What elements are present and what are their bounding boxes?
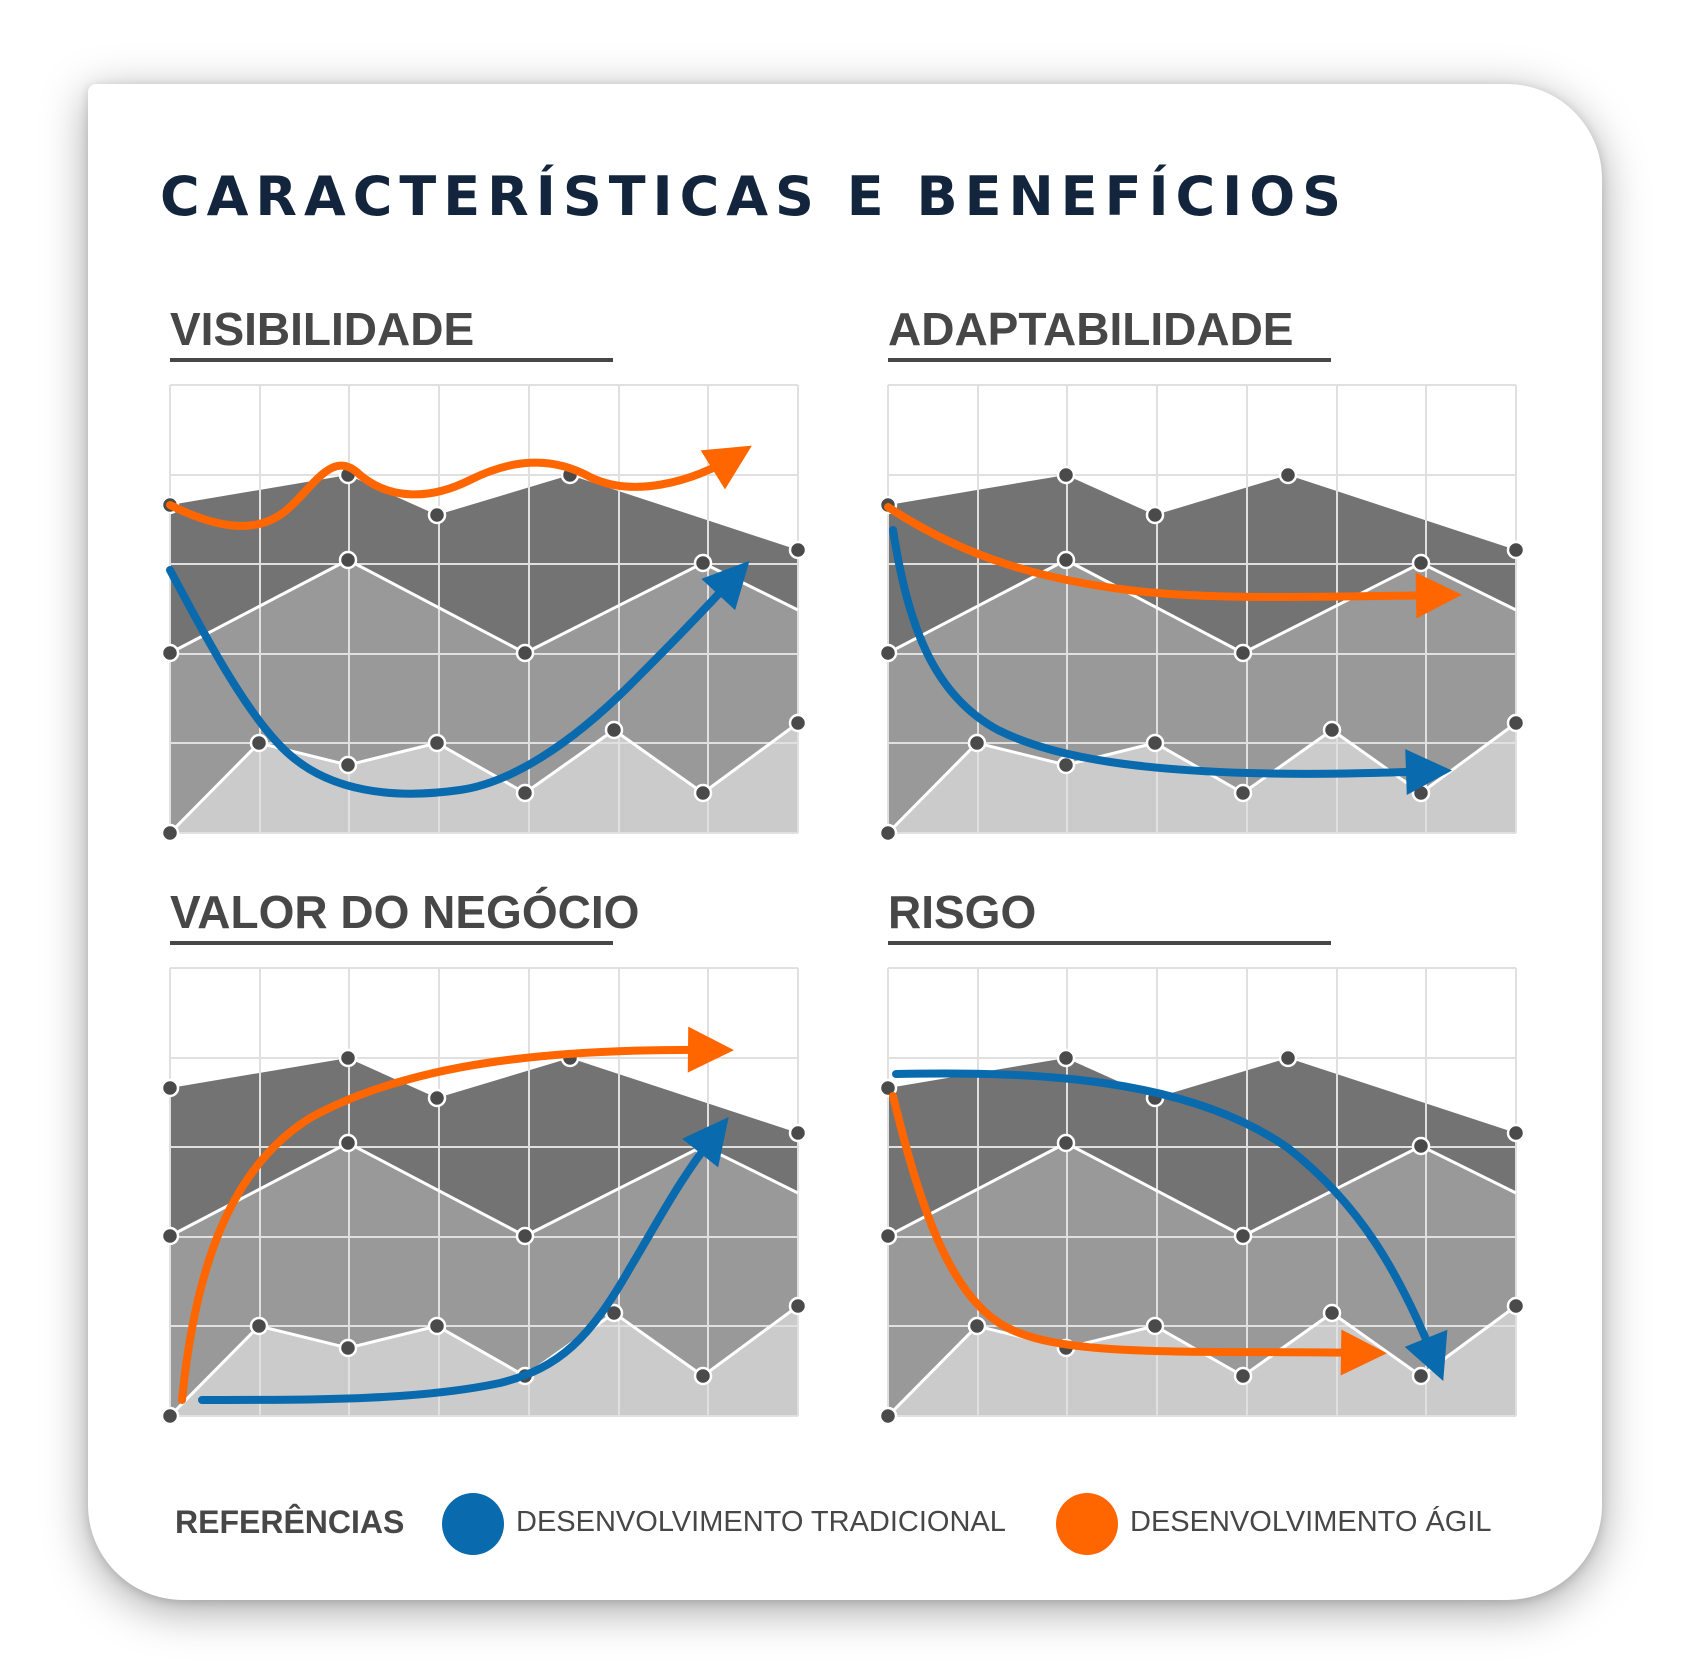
data-node [160, 1078, 180, 1098]
legend-traditional-label: DESENVOLVIMENTO TRADICIONAL [516, 1506, 1006, 1538]
data-node [427, 1316, 447, 1336]
traditional-arrowhead [682, 1117, 729, 1168]
agile-arrowhead [700, 445, 752, 490]
legend-agile-label: DESENVOLVIMENTO ÁGIL [1130, 1506, 1492, 1538]
data-node [1056, 1048, 1076, 1068]
traditional-curve [198, 1124, 724, 1404]
legend-label: REFERÊNCIAS [175, 1504, 405, 1540]
data-node [878, 643, 898, 663]
traditional-curve [889, 526, 1442, 778]
traditional-arrowhead [701, 560, 750, 611]
legend-agile-swatch [1056, 1493, 1118, 1555]
data-node [338, 755, 358, 775]
data-node [1278, 465, 1298, 485]
data-node [1233, 783, 1253, 803]
data-node [1233, 1226, 1253, 1246]
legend-traditional-swatch [442, 1493, 504, 1555]
data-node [878, 823, 898, 843]
panel-title-risgo: RISGO [888, 886, 1037, 938]
data-node [878, 1226, 898, 1246]
agile-arrowhead [687, 1026, 734, 1073]
chart-visibilidade [160, 384, 808, 843]
data-node [1411, 1136, 1431, 1156]
data-node [788, 1123, 808, 1143]
data-node [1056, 465, 1076, 485]
data-node [1056, 1133, 1076, 1153]
agile-arrowhead [1340, 1329, 1387, 1376]
data-node [1233, 643, 1253, 663]
panel-title-valor-do-negocio: VALOR DO NEGÓCIO [170, 886, 640, 938]
data-node [338, 1338, 358, 1358]
data-node [1278, 1048, 1298, 1068]
agile-curve [889, 1092, 1377, 1357]
data-node [338, 1048, 358, 1068]
data-node [160, 823, 180, 843]
data-node [1056, 755, 1076, 775]
data-node [515, 643, 535, 663]
data-node [249, 1316, 269, 1336]
data-node [1411, 1366, 1431, 1386]
data-node [160, 1406, 180, 1426]
data-node [427, 505, 447, 525]
data-node [693, 553, 713, 573]
data-node [160, 1226, 180, 1246]
data-node [1506, 1296, 1526, 1316]
data-node [427, 733, 447, 753]
data-node [1506, 540, 1526, 560]
data-node [693, 783, 713, 803]
data-node [788, 540, 808, 560]
background-area-chart [160, 967, 808, 1426]
agile-curve [166, 449, 744, 530]
data-node [1322, 1303, 1342, 1323]
panel-title-adaptabilidade: ADAPTABILIDADE [888, 303, 1294, 355]
chart-adaptabilidade [878, 384, 1526, 843]
panel-title-rule [170, 941, 613, 945]
panel-title-visibilidade: VISIBILIDADE [170, 303, 475, 355]
chart-valor-do-negocio [160, 967, 808, 1426]
chart-risgo [878, 967, 1526, 1426]
data-node [788, 713, 808, 733]
traditional-curve [166, 566, 744, 798]
data-node [1506, 1123, 1526, 1143]
data-node [967, 733, 987, 753]
data-node [1145, 1316, 1165, 1336]
data-node [693, 1366, 713, 1386]
data-node [788, 1296, 808, 1316]
traditional-arrowhead [1404, 1329, 1448, 1381]
data-node [967, 1316, 987, 1336]
data-node [1145, 733, 1165, 753]
background-area-chart [878, 384, 1526, 843]
agile-arrowhead [1415, 572, 1462, 619]
data-node [1322, 720, 1342, 740]
panel-title-rule [170, 358, 613, 362]
area-boundary [168, 721, 799, 835]
data-node [160, 643, 180, 663]
data-node [1145, 505, 1165, 525]
traditional-curve [892, 1069, 1442, 1372]
background-area-chart [160, 384, 808, 843]
data-node [338, 550, 358, 570]
data-node [249, 733, 269, 753]
data-node [427, 1088, 447, 1108]
data-node [878, 1406, 898, 1426]
data-node [878, 1078, 898, 1098]
area-boundary [168, 1304, 799, 1418]
data-node [515, 1226, 535, 1246]
main-title: CARACTERÍSTICAS E BENEFÍCIOS [160, 165, 1349, 228]
data-node [338, 1133, 358, 1153]
data-node [1411, 553, 1431, 573]
agile-curve [884, 503, 1452, 602]
panel-title-rule [888, 941, 1331, 945]
data-node [604, 720, 624, 740]
data-node [1506, 713, 1526, 733]
data-node [515, 783, 535, 803]
data-node [1233, 1366, 1253, 1386]
traditional-arrowhead [1405, 749, 1452, 796]
panel-title-rule [888, 358, 1331, 362]
data-node [1056, 550, 1076, 570]
agile-curve [178, 1045, 724, 1404]
